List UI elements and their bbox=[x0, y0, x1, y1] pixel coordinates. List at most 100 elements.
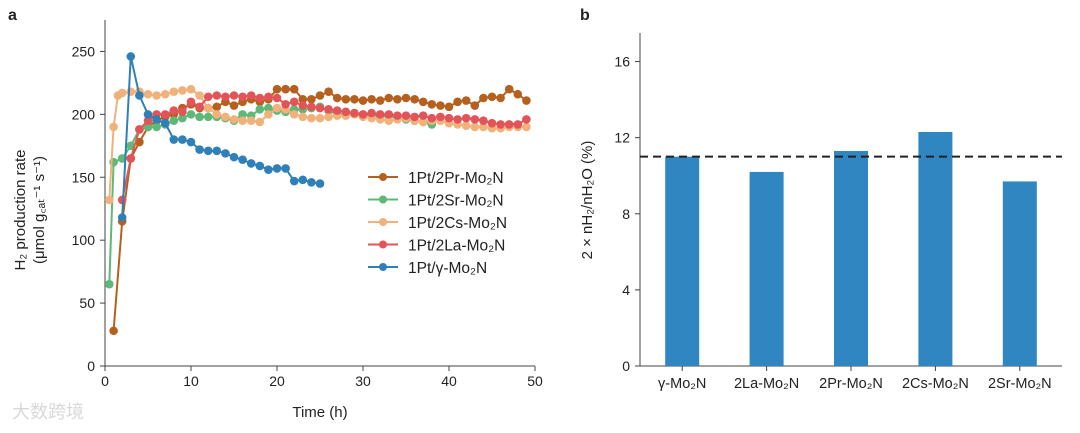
y-axis-label-line1: H₂ production rate bbox=[12, 150, 29, 271]
data-point bbox=[375, 110, 385, 119]
bar bbox=[749, 171, 784, 366]
data-point bbox=[427, 99, 437, 109]
data-point bbox=[375, 96, 385, 105]
data-point bbox=[324, 112, 333, 122]
data-point bbox=[264, 103, 273, 113]
y-axis-label: 2 × nH₂/nH₂O (%) bbox=[579, 141, 596, 260]
data-point bbox=[160, 89, 170, 99]
data-point bbox=[255, 93, 265, 103]
data-point bbox=[264, 165, 273, 175]
data-point bbox=[384, 110, 394, 119]
data-point bbox=[246, 116, 256, 125]
data-point bbox=[461, 113, 471, 123]
data-point bbox=[255, 117, 265, 127]
x-tick-label: 40 bbox=[441, 373, 457, 389]
data-point bbox=[418, 117, 428, 127]
y-tick-label: 200 bbox=[72, 106, 96, 122]
data-point bbox=[513, 89, 523, 99]
y-tick-label: 0 bbox=[87, 358, 95, 374]
data-point bbox=[195, 91, 204, 100]
data-point bbox=[143, 110, 153, 119]
panel-label: a bbox=[8, 7, 17, 24]
legend-marker bbox=[379, 263, 387, 271]
data-point bbox=[272, 93, 282, 103]
data-point bbox=[410, 94, 419, 104]
data-point bbox=[212, 91, 222, 100]
data-point bbox=[195, 112, 204, 122]
data-point bbox=[393, 94, 402, 104]
legend-label: 1Pt/2Cs-Mo₂N bbox=[408, 215, 507, 232]
data-point bbox=[126, 154, 136, 163]
data-point bbox=[401, 111, 411, 120]
data-point bbox=[522, 122, 531, 132]
data-point bbox=[229, 115, 239, 124]
panel-label: b bbox=[580, 7, 590, 24]
data-point bbox=[350, 108, 359, 118]
data-point bbox=[358, 96, 368, 105]
bar bbox=[1002, 181, 1037, 366]
series-4 bbox=[117, 52, 325, 222]
x-tick-label: 0 bbox=[101, 373, 109, 389]
y-tick-label: 150 bbox=[72, 169, 96, 185]
data-point bbox=[444, 102, 454, 112]
data-point bbox=[298, 94, 308, 104]
data-point bbox=[307, 102, 316, 112]
data-point bbox=[238, 92, 247, 102]
series-line bbox=[121, 56, 321, 218]
data-point bbox=[496, 120, 505, 129]
data-point bbox=[109, 326, 118, 336]
data-point bbox=[186, 84, 196, 94]
data-point bbox=[152, 115, 161, 124]
data-point bbox=[289, 110, 299, 119]
data-point bbox=[178, 113, 187, 123]
data-point bbox=[135, 91, 144, 100]
data-point bbox=[427, 113, 437, 123]
x-tick-label: 10 bbox=[183, 373, 199, 389]
data-point bbox=[264, 92, 273, 102]
data-point bbox=[272, 103, 282, 113]
data-point bbox=[255, 105, 265, 114]
data-point bbox=[341, 94, 351, 104]
data-point bbox=[195, 145, 204, 154]
data-point bbox=[238, 155, 247, 164]
data-point bbox=[238, 110, 247, 119]
legend-marker bbox=[379, 218, 387, 226]
y-tick-label: 16 bbox=[614, 54, 630, 70]
data-point bbox=[298, 175, 308, 185]
bar bbox=[834, 150, 868, 366]
legend-label: 1Pt/2Pr-Mo₂N bbox=[408, 170, 504, 187]
data-point bbox=[367, 94, 376, 104]
data-point bbox=[195, 102, 204, 112]
data-point bbox=[384, 93, 394, 103]
data-point bbox=[401, 93, 411, 103]
legend-label: 1Pt/γ-Mo₂N bbox=[408, 260, 487, 277]
data-point bbox=[479, 122, 488, 132]
data-point bbox=[496, 93, 505, 103]
legend-label: 1Pt/2La-Mo₂N bbox=[408, 238, 505, 255]
data-point bbox=[169, 116, 179, 125]
watermark: 大数跨境 bbox=[12, 402, 84, 423]
data-point bbox=[126, 52, 136, 61]
data-point bbox=[143, 89, 153, 99]
data-point bbox=[160, 110, 170, 119]
data-point bbox=[444, 113, 454, 123]
data-point bbox=[246, 91, 256, 100]
x-tick-label: 2Sr-Mo₂N bbox=[988, 376, 1052, 392]
x-axis-label: Time (h) bbox=[292, 404, 347, 421]
series-1 bbox=[105, 102, 437, 289]
data-point bbox=[186, 137, 196, 147]
data-point bbox=[479, 93, 488, 103]
data-point bbox=[221, 112, 230, 122]
data-point bbox=[281, 84, 290, 94]
data-point bbox=[152, 122, 161, 132]
data-point bbox=[229, 152, 239, 162]
data-point bbox=[393, 111, 402, 120]
y-axis-label-line2: (μmol g꜀ₐₜ⁻¹ s⁻¹) bbox=[31, 156, 48, 264]
data-point bbox=[178, 86, 187, 95]
data-point bbox=[522, 96, 531, 105]
data-point bbox=[307, 113, 316, 123]
legend-label: 1Pt/2Sr-Mo₂N bbox=[408, 193, 504, 210]
data-point bbox=[384, 116, 394, 125]
data-point bbox=[436, 101, 445, 110]
